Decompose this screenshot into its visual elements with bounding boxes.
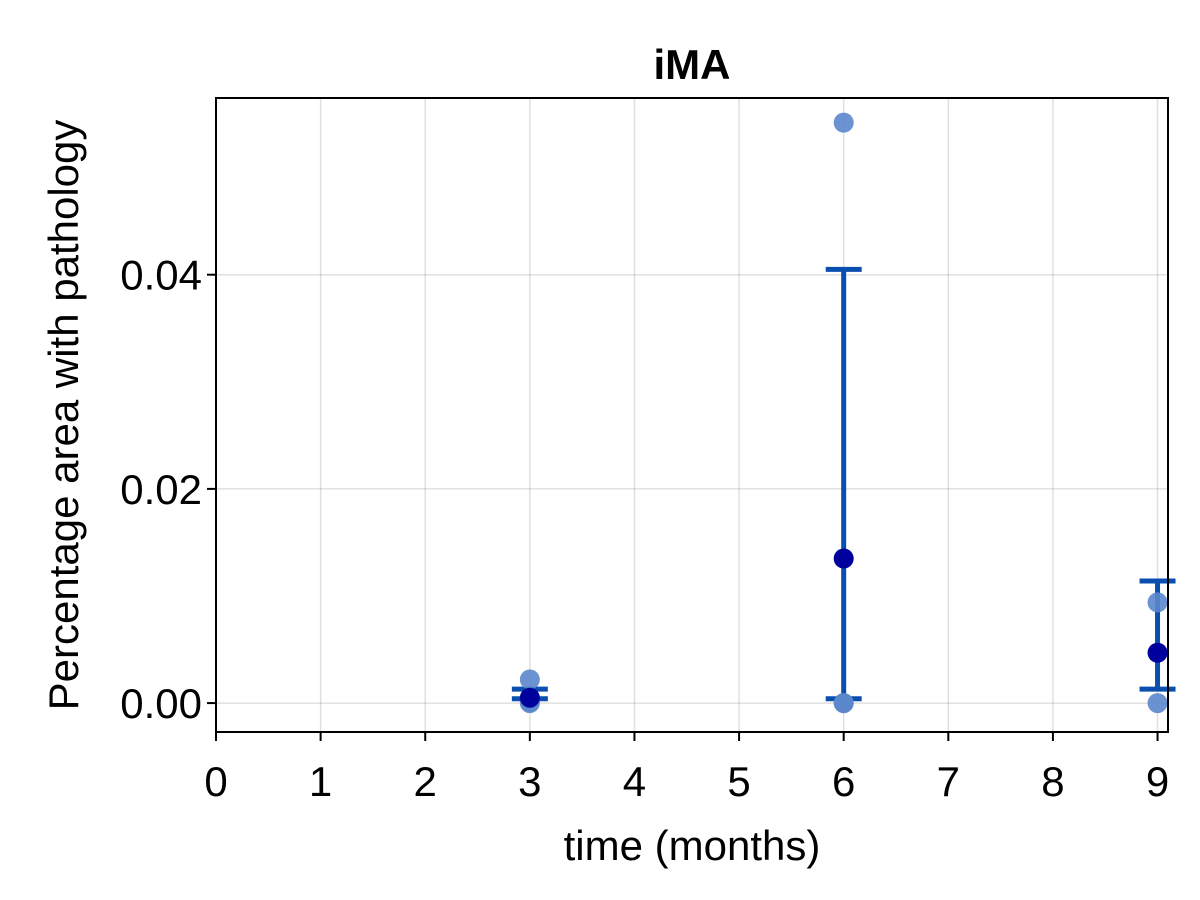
individual-data-point — [833, 693, 854, 714]
x-tick-label: 6 — [832, 758, 855, 805]
x-axis-label: time (months) — [564, 822, 821, 869]
x-tick-label: 0 — [204, 758, 227, 805]
x-tick-label: 7 — [937, 758, 960, 805]
y-tick-label: 0.00 — [120, 680, 202, 727]
x-tick-label: 9 — [1146, 758, 1169, 805]
plot-frame — [215, 97, 1169, 733]
x-tick-label: 1 — [309, 758, 332, 805]
y-tick-label: 0.04 — [120, 252, 202, 299]
x-tick-label: 8 — [1041, 758, 1064, 805]
grid-layer — [215, 98, 1168, 732]
y-tick-label: 0.02 — [120, 466, 202, 513]
individual-data-point — [833, 112, 854, 133]
points-layer — [519, 112, 1168, 714]
individual-data-point — [1147, 693, 1168, 714]
tick-layer: 0 1 2 3 4 5 6 7 8 9 0.00 0.02 0.04 — [120, 252, 1169, 805]
individual-data-point — [1147, 592, 1168, 613]
x-tick-label: 5 — [727, 758, 750, 805]
error-bar-layer — [511, 266, 1176, 702]
mean-data-point — [1147, 642, 1168, 663]
mean-data-point — [833, 548, 854, 569]
x-tick-label: 4 — [623, 758, 646, 805]
y-axis-label: Percentage area with pathology — [40, 120, 87, 711]
chart-title: iMA — [654, 41, 731, 88]
x-tick-label: 2 — [414, 758, 437, 805]
x-tick-label: 3 — [518, 758, 541, 805]
individual-data-point — [519, 669, 540, 690]
mean-data-point — [519, 687, 540, 708]
